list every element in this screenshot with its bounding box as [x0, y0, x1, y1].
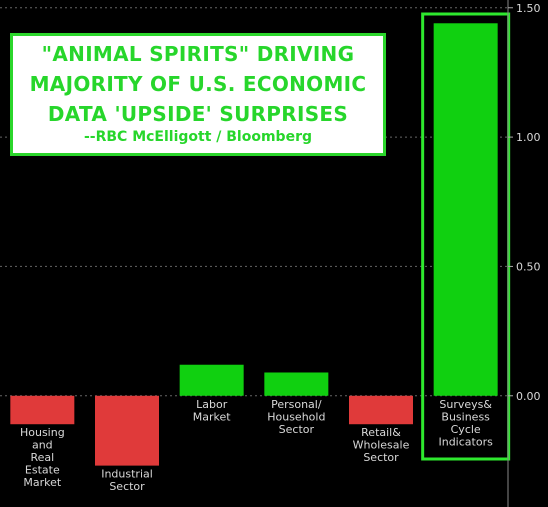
bars	[10, 12, 511, 466]
category-label: Business	[441, 410, 490, 423]
bar	[95, 395, 159, 466]
y-tick-label: 1.50	[516, 2, 541, 15]
category-label: Real	[30, 451, 54, 464]
title-line-1: "ANIMAL SPIRITS" DRIVING	[41, 42, 355, 66]
category-label: Retail&	[361, 426, 401, 439]
category-label: Cycle	[451, 423, 481, 436]
category-label: Surveys&	[439, 398, 492, 411]
category-label: Sector	[109, 480, 145, 493]
category-label: Market	[23, 476, 61, 489]
bar	[10, 395, 75, 425]
bar	[349, 395, 413, 425]
title-box: "ANIMAL SPIRITS" DRIVING MAJORITY OF U.S…	[10, 33, 386, 156]
bar	[264, 372, 329, 396]
y-tick-label: 1.00	[516, 131, 541, 144]
y-tick-label: 0.50	[516, 260, 541, 273]
category-label: Estate	[25, 464, 60, 477]
highlight-box	[421, 12, 511, 461]
category-label: Housing	[20, 426, 65, 439]
y-axis: 1.50 1.00 0.50 0.00	[507, 0, 541, 507]
y-tick-label: 0.00	[516, 390, 541, 403]
title-line-2: MAJORITY OF U.S. ECONOMIC	[29, 72, 367, 96]
category-label: Sector	[279, 423, 315, 436]
category-label: Sector	[363, 451, 399, 464]
category-labels: HousingandRealEstateMarketIndustrialSect…	[20, 398, 493, 493]
bar	[433, 23, 498, 396]
category-label: Wholesale	[353, 439, 410, 452]
category-label: Labor	[196, 398, 228, 411]
title-line-3: DATA 'UPSIDE' SURPRISES	[47, 102, 349, 126]
title-source: --RBC McElligott / Bloomberg	[83, 129, 313, 145]
category-label: Market	[193, 410, 231, 423]
category-label: Indicators	[438, 435, 493, 448]
category-label: Industrial	[101, 468, 153, 481]
category-label: and	[32, 439, 53, 452]
bar	[179, 364, 244, 396]
category-label: Personal/	[271, 398, 322, 411]
category-label: Household	[267, 410, 325, 423]
